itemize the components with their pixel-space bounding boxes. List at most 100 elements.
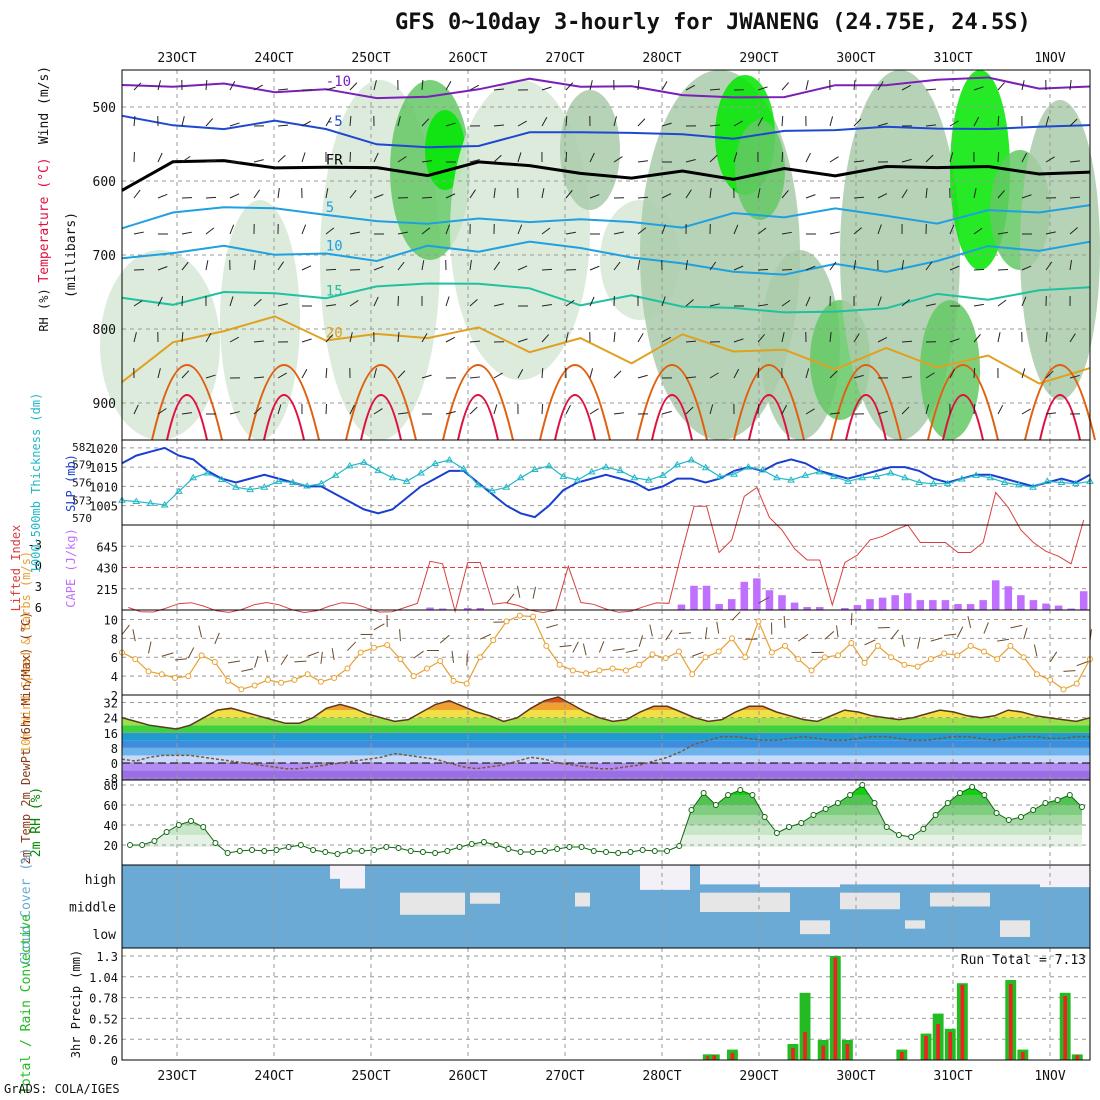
wind-barb: [757, 268, 769, 271]
upper-y-tick: 800: [93, 323, 116, 338]
wind-barb: [1069, 160, 1080, 163]
wind-speed-point: [556, 661, 563, 668]
cape-bar: [966, 604, 975, 610]
rh2m-point: [688, 807, 695, 813]
precip-conv-bar: [1075, 1055, 1080, 1060]
wind-speed-point: [331, 675, 338, 681]
wind-barb: [925, 124, 936, 127]
lifted-axis-label: Lifted Index: [9, 525, 23, 612]
cloud-axis-label: Cloud Cover (%): [19, 847, 34, 964]
wind-speed-point: [397, 656, 404, 663]
wind-barb: [829, 116, 834, 127]
wind10-barb: [532, 586, 537, 599]
wind-barb: [1045, 261, 1053, 271]
wind-barb: [901, 189, 908, 199]
cloud-cover-panel: high middle low: [69, 864, 1091, 949]
wind-barb: [685, 340, 697, 343]
wind-barb: [829, 412, 840, 415]
wind-speed-point: [821, 654, 828, 661]
precip-conv-bar: [936, 1024, 940, 1060]
wind-speed-point: [569, 667, 576, 674]
wind-barb: [829, 231, 840, 235]
wind10-barb: [198, 625, 203, 638]
wind10-barb: [241, 668, 254, 672]
wind-barb: [781, 231, 792, 235]
precip-frame: [121, 947, 1091, 1061]
wind-barb: [925, 261, 933, 271]
wind-barb: [901, 340, 913, 343]
wind-speed-point: [927, 656, 934, 663]
wind10-barb: [516, 585, 521, 598]
wind-barb: [589, 80, 593, 91]
wind-barb: [421, 260, 425, 271]
precip-axis-label: 3hr Precip (mm): [69, 950, 83, 1058]
precip-conv-bar: [960, 984, 965, 1060]
wind-barb: [973, 367, 976, 379]
wind-speed-point: [848, 640, 855, 647]
wind-speed-point: [251, 682, 258, 689]
wind-barb: [373, 80, 377, 91]
wind-speed-point: [132, 656, 139, 663]
wind-barb: [805, 296, 811, 307]
temp-band: [122, 740, 1090, 748]
wind-barb: [277, 188, 280, 199]
top-x-tick: 31OCT: [933, 51, 972, 66]
rh2m-point: [383, 844, 390, 850]
upper-y-tick: 700: [93, 249, 116, 264]
cape-bar: [891, 595, 899, 610]
wind10-barb: [704, 627, 708, 640]
precip-conv-bar: [730, 1052, 735, 1060]
wind-barb: [541, 86, 552, 91]
thickness-point: [431, 459, 440, 467]
wind10-barb: [546, 624, 558, 629]
thickness-point: [388, 473, 397, 481]
thickness-point: [417, 469, 425, 476]
thickness-point: [374, 466, 383, 474]
precip-conv-bar: [1021, 1052, 1025, 1060]
wind-barb: [613, 116, 617, 127]
rh-band: [130, 825, 1082, 835]
cape-bar: [1067, 608, 1075, 610]
wind-speed-point: [861, 659, 868, 666]
wind-barb: [181, 331, 184, 343]
rh2m-point: [188, 818, 195, 824]
cloud-cell: [1000, 920, 1030, 937]
wind-speed-point: [1047, 676, 1054, 683]
wind-barb: [757, 86, 768, 91]
precip-conv-bar: [924, 1036, 928, 1060]
wind-barb: [781, 404, 788, 415]
wind-barb: [973, 86, 984, 91]
wind10-barb: [294, 660, 307, 663]
cape-bar: [740, 581, 749, 610]
rh2m-point: [1066, 792, 1073, 798]
hot-loop: [942, 394, 984, 441]
wind-barb: [709, 154, 718, 163]
wind-barb: [229, 411, 240, 415]
wind-barb: [301, 265, 312, 271]
wind-barb: [589, 368, 594, 379]
wind-speed-point: [477, 654, 484, 661]
wind-barb: [133, 231, 144, 235]
wind-barb: [349, 300, 359, 307]
wind-barb: [685, 406, 694, 415]
wind-speed-point: [1007, 642, 1014, 649]
thickness-y-tick: 570: [72, 512, 92, 525]
cloud-cell: [800, 920, 830, 935]
wind-barb: [853, 227, 863, 235]
hot-loop: [360, 394, 402, 441]
thickness-point: [659, 471, 667, 478]
slp-y-tick: 1010: [89, 480, 118, 494]
wind-barb: [589, 408, 599, 415]
bottom-x-tick: 1NOV: [1034, 1069, 1065, 1084]
thickness-point: [488, 486, 497, 494]
wind-barb: [373, 368, 377, 379]
wind-barb: [325, 367, 328, 379]
wind-speed-point: [211, 658, 218, 665]
temp-contour-20: [121, 315, 1091, 385]
chart-title: GFS 0~10day 3-hourly for JWANENG (24.75E…: [395, 10, 1031, 35]
wind10-barb: [836, 625, 839, 638]
wind-speed-point: [291, 676, 298, 683]
thickness-point: [345, 461, 354, 469]
cape-bar: [1054, 605, 1063, 610]
